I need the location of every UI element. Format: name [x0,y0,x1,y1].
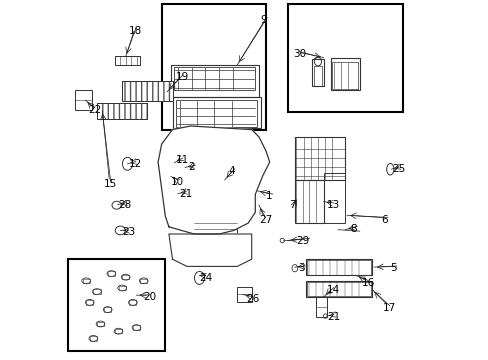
Bar [86,300,93,305]
Text: 5: 5 [389,263,396,273]
Text: 13: 13 [326,200,340,210]
Bar [306,282,370,296]
Bar [287,4,402,112]
Text: 14: 14 [326,285,340,295]
Text: 1: 1 [265,191,272,201]
Bar [75,90,91,110]
Bar [97,322,104,326]
Polygon shape [168,234,251,266]
Text: 17: 17 [382,303,396,313]
Bar [162,4,265,130]
Bar [311,59,323,86]
Bar [97,103,147,119]
Bar [330,58,359,90]
Bar [115,56,140,65]
Bar [104,307,111,312]
Bar [305,259,371,275]
Text: 24: 24 [199,273,212,283]
Text: 27: 27 [258,215,272,225]
Bar [82,279,89,283]
Text: 21: 21 [179,189,193,199]
Bar [323,173,345,223]
Bar [68,259,165,351]
Text: 19: 19 [176,72,189,82]
Text: 20: 20 [143,292,157,302]
Text: 6: 6 [381,215,387,225]
Bar [306,260,370,275]
Bar [89,336,97,341]
Text: 12: 12 [129,159,142,169]
Bar [237,287,251,302]
Text: 22: 22 [88,105,101,115]
Bar [172,97,260,128]
Bar [107,271,115,276]
Bar [115,329,122,333]
Text: 4: 4 [228,166,234,176]
Bar [194,211,237,234]
Bar [97,103,147,119]
Bar [174,67,255,90]
Text: 15: 15 [104,179,117,189]
Bar [93,289,101,294]
Text: 3: 3 [298,263,305,273]
Text: 7: 7 [289,200,296,210]
Text: 26: 26 [246,294,259,304]
Bar [122,81,172,101]
Bar [133,325,140,330]
Text: 2: 2 [188,162,195,172]
Bar [122,81,172,101]
Bar [316,297,326,317]
Bar [332,62,357,89]
Bar [305,281,371,297]
Text: 23: 23 [122,227,135,237]
Polygon shape [158,126,269,234]
Bar [170,65,258,97]
Bar [129,300,136,305]
Text: 11: 11 [176,155,189,165]
Bar [118,286,125,290]
Text: 28: 28 [118,200,131,210]
Bar [166,155,173,160]
Bar [294,180,323,223]
Text: 16: 16 [361,278,374,288]
Bar [167,155,175,164]
Bar [140,279,147,283]
Bar [122,275,129,279]
Text: 10: 10 [170,177,183,187]
Text: 18: 18 [129,26,142,36]
Bar [176,100,257,127]
Text: 25: 25 [391,164,405,174]
Bar [294,137,345,180]
Text: 8: 8 [350,224,357,234]
Bar [313,66,321,86]
Text: 9: 9 [260,15,267,25]
Bar [186,158,244,209]
Text: 30: 30 [292,49,305,59]
Text: 29: 29 [296,236,309,246]
Text: 21: 21 [326,312,340,322]
